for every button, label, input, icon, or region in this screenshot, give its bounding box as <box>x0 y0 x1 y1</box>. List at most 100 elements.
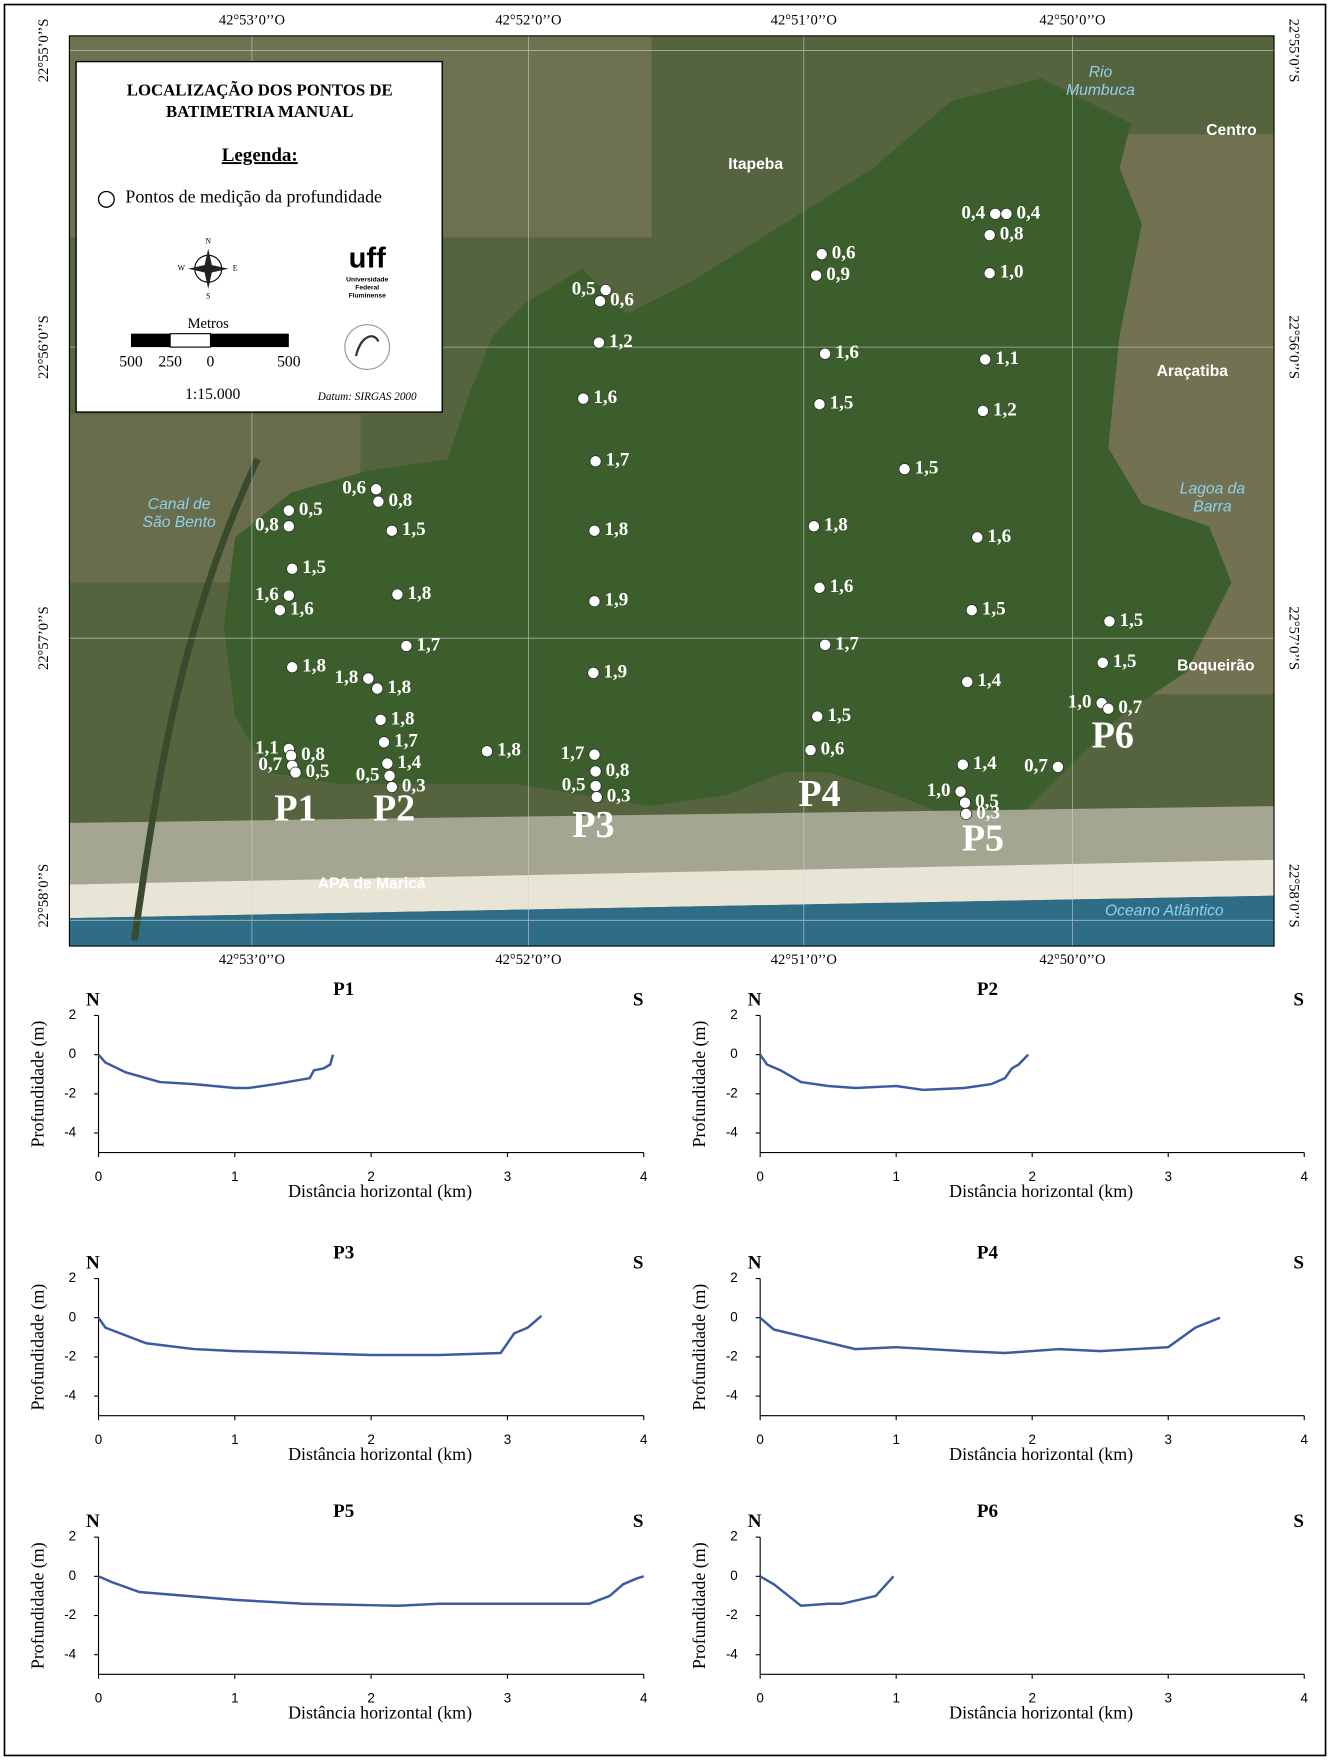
x-tick-label: 2 <box>1028 1169 1035 1184</box>
depth-label: 1,6 <box>987 526 1011 547</box>
logo-text: Fluminense <box>349 292 387 299</box>
lon-label: 42°50’0’’O <box>1039 952 1105 968</box>
depth-point <box>588 524 601 537</box>
depth-label: 0,5 <box>299 499 323 520</box>
legend-title: BATIMETRIA MANUAL <box>166 102 354 121</box>
depth-label: 1,4 <box>973 753 997 774</box>
chart-title: P2 <box>977 979 998 1000</box>
lon-label: 42°53’0’’O <box>219 13 285 29</box>
lon-label: 42°53’0’’O <box>219 952 285 968</box>
depth-label: 0,9 <box>826 264 850 285</box>
annotation-north: N <box>748 1511 762 1532</box>
depth-point <box>965 604 978 617</box>
lat-label: 22°56’0’’S <box>1286 315 1302 379</box>
depth-label: 1,4 <box>397 752 421 773</box>
lat-label: 22°57’0’’S <box>1286 606 1302 670</box>
logo-name: uff <box>349 242 386 274</box>
profile-label: P6 <box>1092 715 1134 757</box>
depth-label: 0,5 <box>975 791 999 812</box>
y-axis-label: Profundidade (m) <box>27 1542 48 1669</box>
depth-point <box>979 353 992 366</box>
depth-point <box>374 713 387 726</box>
depth-label: 0,8 <box>388 490 412 511</box>
coordinate-labels: 42°53’0’’O 42°52’0’’O 42°51’0’’O 42°50’0… <box>36 13 1302 968</box>
annotation-south: S <box>1293 1511 1304 1532</box>
depth-point <box>813 581 826 594</box>
depth-point <box>282 589 295 602</box>
depth-label: 0,6 <box>832 243 856 264</box>
annotation-north: N <box>86 989 100 1010</box>
logo-seal-bird <box>354 335 380 357</box>
scale-label: 500 <box>277 353 301 370</box>
y-tick-label: -2 <box>64 1348 76 1363</box>
place-name: São Bento <box>143 514 216 531</box>
annotation-south: S <box>1293 989 1304 1010</box>
depth-label: 1,9 <box>605 590 629 611</box>
lagoon <box>223 78 1232 818</box>
x-tick-label: 2 <box>367 1432 374 1447</box>
depth-label: 0,3 <box>607 786 631 807</box>
depth-label: 1,6 <box>835 342 859 363</box>
depth-label: 0,5 <box>572 278 596 299</box>
depth-point <box>286 562 299 575</box>
depth-label: 0,6 <box>821 739 845 760</box>
x-tick-label: 1 <box>892 1690 899 1705</box>
y-tick-label: -2 <box>64 1085 76 1100</box>
depth-point <box>989 207 1002 220</box>
y-tick-label: 2 <box>69 1270 76 1285</box>
depth-point <box>810 269 823 282</box>
depth-point <box>1103 615 1116 628</box>
depth-label: 1,8 <box>302 656 326 677</box>
x-tick-label: 1 <box>231 1169 238 1184</box>
y-axis-label: Profundidade (m) <box>689 1021 710 1148</box>
place-name: Lagoa da <box>1180 480 1246 497</box>
place-name: Boqueirão <box>1177 657 1254 674</box>
profile-chart: -4 -2 0 2 0 1 2 3 4 P6 N S Distância horizontal (km)… <box>689 1501 1309 1724</box>
depth-point <box>807 520 820 533</box>
x-tick-label: 4 <box>1301 1432 1309 1447</box>
x-axis-label: Distância horizontal (km) <box>949 1444 1133 1465</box>
depth-point <box>819 638 832 651</box>
chart-title: P5 <box>333 1501 354 1522</box>
profile-line <box>97 1314 543 1357</box>
depth-point <box>589 765 602 778</box>
x-tick-label: 3 <box>504 1432 511 1447</box>
depth-label: 1,8 <box>408 583 432 604</box>
beach <box>69 859 1275 919</box>
depth-label: 1,8 <box>334 667 358 688</box>
y-tick-label: -4 <box>64 1388 76 1403</box>
depth-label: 0,6 <box>610 290 634 311</box>
y-tick-label: 0 <box>730 1568 737 1583</box>
profile-line <box>759 1575 895 1608</box>
profile-line <box>759 1316 1221 1355</box>
depth-point <box>286 661 299 674</box>
lat-label: 22°57’0’’S <box>36 606 52 670</box>
y-tick-label: -2 <box>726 1348 738 1363</box>
map: 42°53’0’’O 42°52’0’’O 42°51’0’’O 42°50’0… <box>36 13 1302 968</box>
place-name: Araçatiba <box>1157 363 1229 380</box>
depth-point <box>385 524 398 537</box>
depth-point <box>285 749 298 762</box>
depth-point <box>898 463 911 476</box>
legend-box <box>75 60 443 413</box>
chart-title: P3 <box>333 1242 354 1263</box>
depth-label: 1,6 <box>255 584 279 605</box>
x-tick-label: 3 <box>1164 1432 1171 1447</box>
compass-letter: S <box>206 292 210 301</box>
depth-point <box>960 808 973 820</box>
place-name: Oceano Atlântico <box>1105 902 1224 919</box>
scale-segment <box>130 333 171 348</box>
y-axis-label: Profundidade (m) <box>27 1021 48 1148</box>
chart-title: P6 <box>977 1501 998 1522</box>
lat-label: 22°58’0’’S <box>36 864 52 928</box>
depth-point <box>588 595 601 608</box>
lon-label: 42°51’0’’O <box>771 13 837 29</box>
depth-point <box>381 757 394 770</box>
x-axis-label: Distância horizontal (km) <box>288 1444 472 1465</box>
depth-label: 1,8 <box>605 519 629 540</box>
depth-label: 1,6 <box>593 387 617 408</box>
place-name: Canal de <box>148 496 211 513</box>
annotation-south: S <box>633 1511 644 1532</box>
